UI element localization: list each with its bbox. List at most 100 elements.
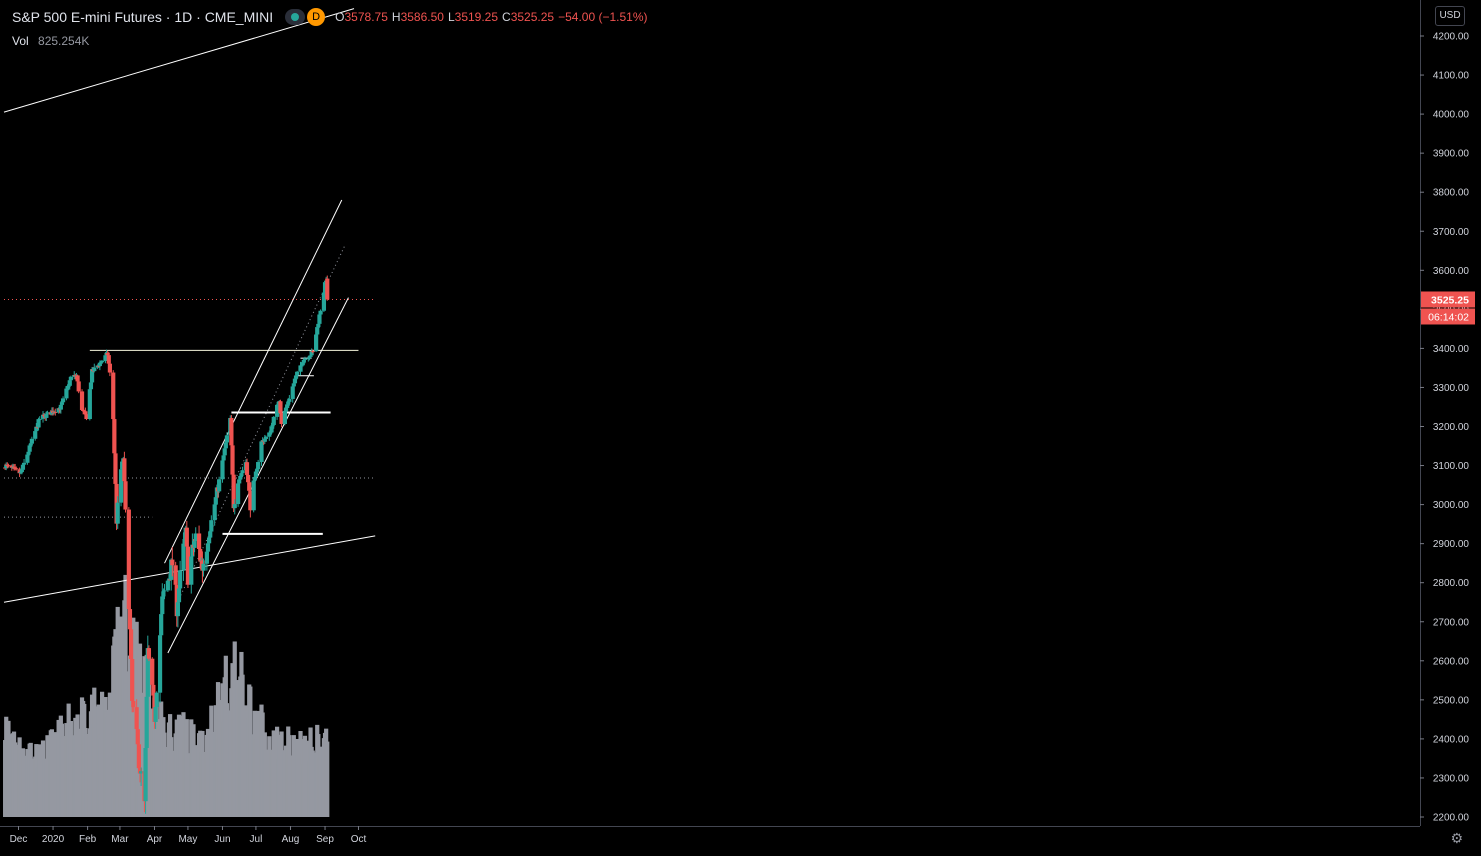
y-tick-label: 3600.00: [1433, 266, 1470, 277]
candle-body: [64, 388, 69, 399]
data-delay-badge: D: [307, 8, 326, 26]
candle-body: [282, 410, 288, 424]
candle-body: [67, 380, 72, 386]
candle-body: [293, 375, 299, 379]
volume-bar: [6, 720, 11, 817]
y-tick-label: 3800.00: [1433, 188, 1470, 199]
candle-body: [128, 629, 134, 660]
gear-icon[interactable]: ⚙: [1450, 830, 1463, 846]
candle-body: [83, 411, 88, 415]
candle-body: [131, 701, 136, 708]
x-tick-label: Aug: [282, 834, 300, 845]
candle-body: [220, 460, 225, 480]
y-tick-label: 3300.00: [1433, 383, 1470, 394]
candle-body: [112, 419, 117, 454]
candle-body: [97, 362, 102, 367]
candle-body: [235, 483, 241, 505]
candle-body: [230, 445, 235, 475]
x-tick-label: Sep: [316, 834, 334, 845]
candle-body: [25, 454, 30, 463]
candle-body: [247, 482, 252, 491]
ohlc-low-value: 3519.25: [454, 10, 499, 24]
candle-body: [176, 588, 182, 603]
candle-body: [182, 538, 187, 544]
symbol-title[interactable]: S&P 500 E-mini Futures · 1D · CME_MINI: [12, 9, 274, 25]
candle-body: [253, 471, 259, 477]
candle-body: [87, 389, 92, 420]
volume-label[interactable]: Vol: [12, 34, 29, 48]
x-tick-label: Jul: [250, 834, 263, 845]
x-tick-label: 2020: [42, 834, 65, 845]
volume-bar: [37, 744, 42, 817]
candle-body: [154, 692, 159, 707]
candle-body: [306, 358, 311, 360]
candle-body: [212, 504, 217, 521]
candle-body: [201, 563, 206, 571]
ohlc-high-key: H: [391, 10, 401, 24]
candle-body: [184, 527, 189, 547]
volume-bar: [256, 710, 261, 817]
candle-body: [262, 438, 267, 442]
candle-body: [299, 365, 304, 367]
candle-body: [181, 543, 186, 571]
candle-body: [221, 455, 226, 461]
candle-body: [34, 426, 39, 432]
candle-body: [222, 448, 227, 456]
candle-body: [256, 462, 261, 470]
candle-body: [160, 596, 165, 615]
volume-bar: [29, 758, 34, 817]
candle-body: [118, 469, 124, 503]
candle-body: [263, 436, 269, 439]
candle-body: [268, 432, 273, 434]
candle-body: [60, 398, 66, 403]
candle-body: [290, 386, 295, 399]
candle-body: [65, 386, 70, 389]
candle-body: [275, 404, 280, 417]
candle-body: [267, 432, 272, 437]
volume-bar: [271, 730, 276, 817]
candle-body: [173, 565, 178, 585]
candle-body: [20, 464, 26, 470]
candle-body: [278, 401, 283, 413]
channel-lower: [167, 297, 349, 654]
candle-body: [127, 609, 133, 630]
time-axis: Dec 2020 Feb Mar Apr May Jun Jul Aug Sep Oct: [0, 826, 1420, 851]
candle-body: [271, 416, 276, 425]
candle-body: [135, 729, 140, 745]
candle-body: [315, 327, 320, 335]
y-tick-label: 3700.00: [1433, 227, 1470, 238]
candle-body: [246, 474, 251, 483]
candle-body: [4, 464, 9, 469]
volume-bar: [185, 753, 191, 817]
candle-body: [165, 580, 170, 591]
candle-body: [115, 502, 120, 524]
volume-bar: [115, 606, 120, 817]
volume-bar: [178, 715, 183, 817]
volume-bar: [14, 744, 19, 817]
currency-button[interactable]: USD: [1435, 6, 1465, 26]
candle-body: [130, 659, 135, 702]
candle-body: [190, 544, 195, 557]
candle-body: [251, 480, 256, 511]
candle-body: [21, 462, 27, 465]
candle-body: [150, 658, 155, 685]
candle-body: [76, 381, 81, 392]
volume-bars: [3, 574, 330, 817]
candle-body: [146, 648, 152, 659]
y-tick-label: 3000.00: [1433, 500, 1470, 511]
candle-body: [224, 435, 230, 443]
candle-body: [286, 401, 291, 405]
candle-body: [13, 467, 18, 469]
candle-body: [259, 441, 264, 463]
candle-body: [29, 438, 34, 444]
candle-body: [28, 443, 33, 446]
volume-bar: [232, 641, 237, 817]
volume-bar: [162, 732, 167, 817]
volume-bar: [240, 674, 245, 817]
volume-bar: [263, 749, 269, 817]
ohlc-high-value: 3586.50: [400, 10, 444, 24]
candle-body: [307, 356, 312, 359]
volume-bar: [170, 750, 175, 817]
